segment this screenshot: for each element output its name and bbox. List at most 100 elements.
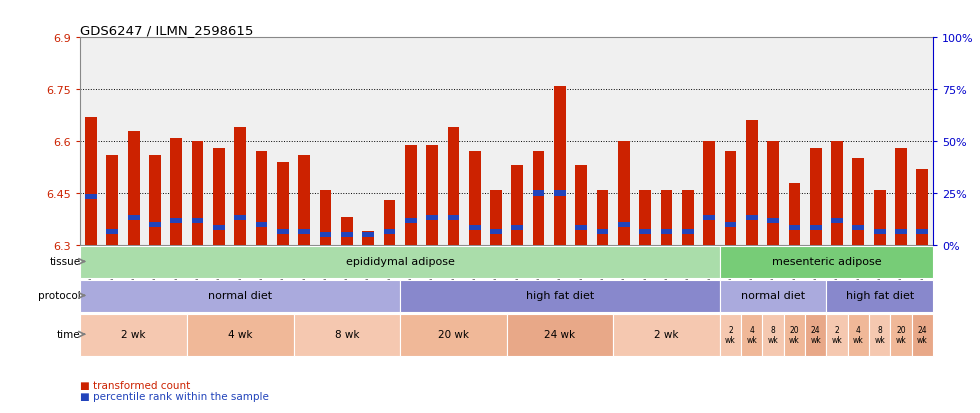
Bar [426, 145, 438, 245]
Bar [426, 215, 438, 221]
Bar [85, 118, 97, 245]
Bar [784, 314, 806, 356]
Bar [848, 314, 869, 356]
Bar [826, 280, 933, 313]
Bar [890, 314, 911, 356]
Bar [490, 190, 502, 245]
Bar [575, 166, 587, 245]
Bar [874, 229, 886, 234]
Bar [213, 225, 224, 231]
Bar [805, 314, 826, 356]
Bar [741, 314, 762, 356]
Bar [192, 219, 204, 224]
Bar [618, 142, 630, 245]
Bar [512, 166, 523, 245]
Bar [826, 314, 848, 356]
Bar [682, 190, 694, 245]
Bar [400, 314, 507, 356]
Bar [661, 229, 672, 234]
Bar [853, 225, 864, 231]
Bar [213, 149, 224, 245]
Bar [298, 229, 310, 234]
Bar [767, 219, 779, 224]
Text: 4
wk: 4 wk [853, 325, 863, 344]
Text: 8 wk: 8 wk [334, 330, 359, 339]
Text: ■ transformed count: ■ transformed count [80, 380, 190, 390]
Text: 2
wk: 2 wk [832, 325, 843, 344]
Bar [789, 183, 801, 245]
Text: 24 wk: 24 wk [544, 330, 575, 339]
Bar [704, 142, 715, 245]
Text: high fat diet: high fat diet [526, 291, 594, 301]
Text: 8
wk: 8 wk [874, 325, 885, 344]
Bar [80, 246, 719, 279]
Text: protocol: protocol [37, 291, 80, 301]
Text: 2
wk: 2 wk [725, 325, 736, 344]
Bar [724, 222, 736, 227]
Bar [234, 128, 246, 245]
Bar [809, 225, 821, 231]
Bar [383, 229, 395, 234]
Bar [789, 225, 801, 231]
Bar [831, 219, 843, 224]
Bar [895, 149, 906, 245]
Bar [468, 152, 480, 245]
Text: ■ percentile rank within the sample: ■ percentile rank within the sample [80, 392, 270, 401]
Bar [916, 169, 928, 245]
Bar [554, 86, 565, 245]
Bar [107, 229, 119, 234]
Bar [554, 191, 565, 196]
Bar [293, 314, 400, 356]
Text: 2 wk: 2 wk [655, 330, 679, 339]
Text: high fat diet: high fat diet [846, 291, 913, 301]
Bar [533, 152, 545, 245]
Text: 24
wk: 24 wk [917, 325, 928, 344]
Bar [127, 131, 139, 245]
Bar [490, 229, 502, 234]
Bar [192, 142, 204, 245]
Bar [618, 222, 630, 227]
Text: 20
wk: 20 wk [789, 325, 800, 344]
Bar [869, 314, 891, 356]
Bar [853, 159, 864, 245]
Bar [746, 215, 758, 221]
Bar [448, 215, 460, 221]
Bar [319, 190, 331, 245]
Bar [613, 314, 719, 356]
Bar [895, 229, 906, 234]
Text: 8
wk: 8 wk [767, 325, 778, 344]
Bar [107, 156, 119, 245]
Bar [575, 225, 587, 231]
Bar [507, 314, 613, 356]
Text: 24
wk: 24 wk [810, 325, 821, 344]
Bar [405, 219, 416, 224]
Bar [85, 195, 97, 199]
Text: 20 wk: 20 wk [438, 330, 468, 339]
Bar [597, 190, 609, 245]
Bar [127, 215, 139, 221]
Bar [874, 190, 886, 245]
Bar [277, 229, 289, 234]
Text: 4
wk: 4 wk [747, 325, 758, 344]
Bar [319, 233, 331, 238]
Text: 20
wk: 20 wk [896, 325, 906, 344]
Bar [171, 219, 182, 224]
Text: time: time [57, 330, 80, 339]
Bar [719, 314, 741, 356]
Bar [704, 215, 715, 221]
Text: mesenteric adipose: mesenteric adipose [771, 257, 881, 267]
Bar [831, 142, 843, 245]
Bar [171, 138, 182, 245]
Bar [298, 156, 310, 245]
Bar [405, 145, 416, 245]
Bar [533, 191, 545, 196]
Bar [911, 314, 933, 356]
Bar [256, 152, 268, 245]
Text: normal diet: normal diet [741, 291, 806, 301]
Bar [468, 225, 480, 231]
Bar [363, 232, 374, 245]
Bar [597, 229, 609, 234]
Bar [400, 280, 719, 313]
Text: normal diet: normal diet [208, 291, 272, 301]
Bar [719, 246, 933, 279]
